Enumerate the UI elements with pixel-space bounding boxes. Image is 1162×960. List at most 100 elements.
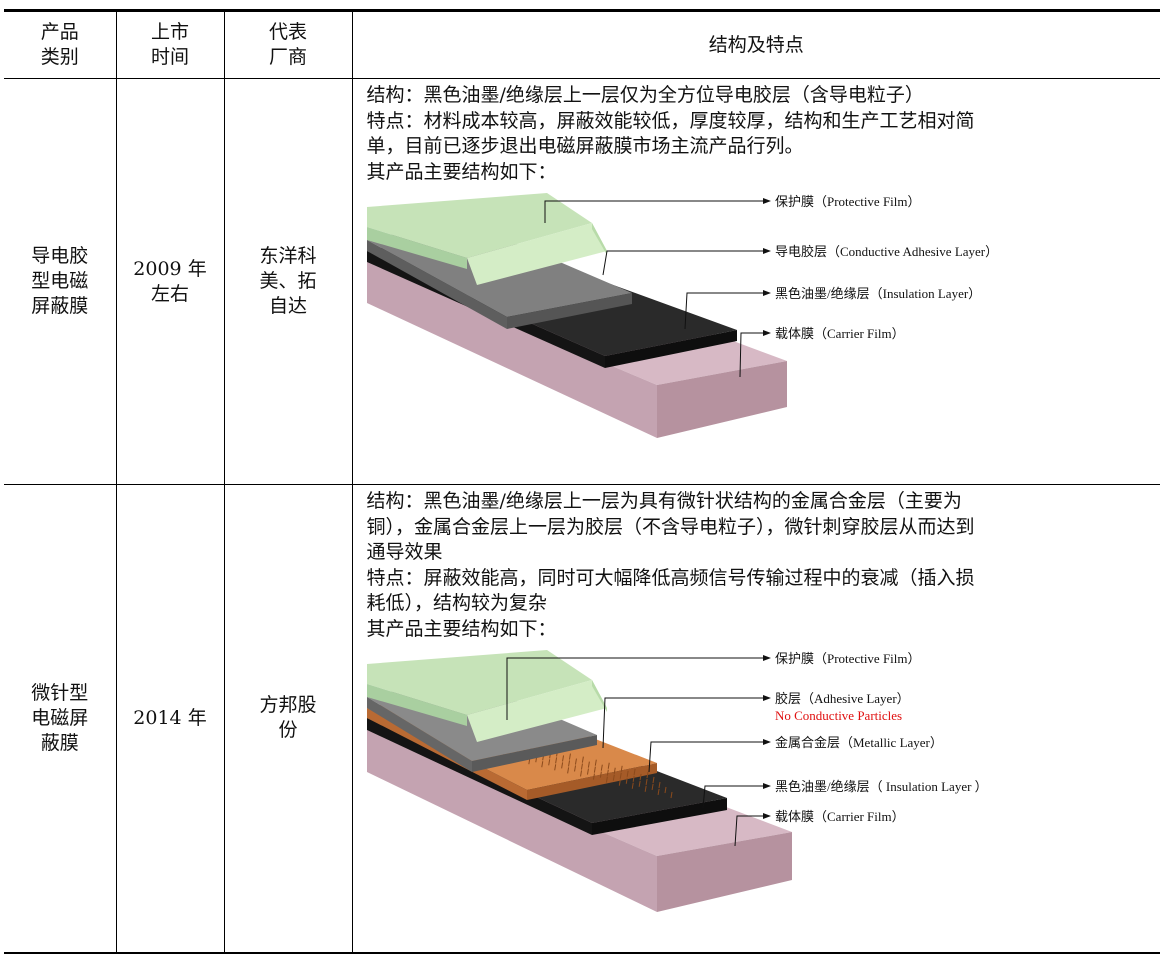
structure-text: 通导效果 (366, 541, 443, 563)
microneedle (599, 771, 602, 778)
vendor-cell: 东洋科 美、拓 自达 (224, 78, 353, 485)
conductive-layer-front (366, 240, 507, 329)
feature-text: 特点：材料成本较高，屏蔽效能较低，厚度较厚，结构和生产工艺相对简 (366, 109, 975, 132)
carrier-layer-side (656, 832, 792, 912)
microneedle (626, 770, 629, 777)
layer-diagram-svg: 保护膜（Protective Film） 胶层（Adhesive Layer） … (366, 650, 988, 912)
carrier-layer-front (366, 730, 657, 912)
protective-layer-curl (466, 680, 607, 742)
insulation-layer-side (591, 798, 727, 835)
microneedle (631, 782, 634, 789)
microneedle (612, 774, 615, 781)
microneedle (625, 777, 628, 784)
structure-cell: 结构：黑色油墨/绝缘层上一层仅为全方位导电胶层（含导电粒子） 特点：材料成本较高… (352, 78, 1160, 485)
microneedle (568, 753, 571, 760)
microneedle (593, 766, 596, 773)
microneedle (560, 762, 563, 769)
microneedle (573, 765, 576, 772)
label-insulation: 黑色油墨/绝缘层（Insulation Layer） (775, 286, 981, 301)
microneedle (580, 763, 583, 770)
microneedle (620, 765, 623, 772)
microneedle (664, 786, 666, 794)
microneedle (586, 768, 589, 775)
microneedle (644, 785, 647, 792)
launch-cell: 2009 年左右 (116, 78, 225, 485)
microneedle (632, 775, 635, 782)
feature-text: 耗低），结构较为复杂 (366, 592, 548, 614)
protective-layer-front (366, 227, 467, 269)
insulation-layer-side (604, 330, 737, 368)
table-row: 导电胶 型电磁 屏蔽膜 2009 年左右 东洋科 美、拓 自达 结构：黑色油墨/绝缘层上… (4, 78, 1160, 485)
structure-text: 铜），金属合金层上一层为胶层（不含导电粒子），微针刺穿胶层从而达到 (366, 515, 975, 538)
protective-layer-curl (466, 223, 607, 285)
microneedle (554, 757, 557, 764)
vendor-cell: 方邦股份 (224, 484, 353, 953)
leader-line (544, 200, 767, 223)
label-metallic: 金属合金层（Metallic Layer） (775, 735, 943, 750)
microneedle (567, 760, 570, 767)
microneedle (633, 768, 636, 776)
category-cell: 微针型 电磁屏 蔽膜 (4, 484, 117, 953)
microneedle (639, 773, 642, 781)
insulation-layer-front (366, 718, 592, 835)
conductive-layer-side (506, 293, 632, 329)
microneedle (670, 791, 672, 799)
figure-intro: 其产品主要结构如下： (366, 617, 557, 640)
product-table: 产品 类别 上市 时间 代表 厂商 结构及特点 导电胶 型电磁 屏蔽膜 2009 年左右 … (4, 9, 1160, 954)
structure-cell: 结构：黑色油墨/绝缘层上一层为具有微针状结构的金属合金层（主要为 铜），金属合金… (352, 485, 1160, 953)
header-row: 产品 类别 上市 时间 代表 厂商 结构及特点 (4, 10, 1160, 79)
leader-line (734, 815, 767, 847)
microneedle (605, 776, 608, 783)
microneedle (657, 788, 660, 796)
label-carrier: 载体膜（Carrier Film） (775, 326, 905, 341)
layer-diagram-conductive: 保护膜（Protective Film） 导电胶层（Conductive Adh… (366, 193, 1149, 459)
microneedle (594, 759, 597, 766)
leader-line (684, 292, 767, 330)
leader-line (739, 332, 767, 378)
microneedle (574, 758, 577, 765)
microneedle (607, 762, 610, 769)
metallic-layer-side (526, 763, 657, 800)
adhesive-layer-side (471, 735, 597, 772)
protective-layer-curl-edge (591, 680, 607, 712)
launch-cell: 2014 年 (116, 484, 225, 953)
microneedle (652, 776, 654, 784)
layer-diagram-microneedle: 保护膜（Protective Film） 胶层（Adhesive Layer） … (366, 650, 1149, 938)
header-structure: 结构及特点 (352, 10, 1160, 79)
microneedle (638, 780, 641, 787)
microneedle (619, 772, 622, 779)
leader-line (602, 250, 767, 276)
carrier-layer-front (366, 262, 657, 438)
label-carrier: 载体膜（Carrier Film） (775, 809, 905, 824)
label-protective: 保护膜（Protective Film） (775, 651, 921, 666)
adhesive-layer-front (366, 697, 472, 772)
feature-text: 单，目前已逐步退出电磁屏蔽膜市场主流产品行列。 (366, 135, 804, 157)
microneedle (646, 771, 648, 779)
microneedle (561, 755, 564, 762)
label-adhesive: 胶层（Adhesive Layer） (775, 691, 910, 706)
microneedle (579, 770, 582, 777)
protective-layer-top (366, 193, 592, 258)
category-cell: 导电胶 型电磁 屏蔽膜 (4, 78, 117, 485)
protective-layer-top (366, 650, 592, 715)
protective-layer-front (366, 684, 467, 726)
leader-line (702, 785, 767, 809)
microneedle (581, 756, 584, 763)
microneedle (613, 767, 616, 774)
microneedle (651, 783, 654, 791)
label-protective: 保护膜（Protective Film） (775, 194, 921, 209)
figure-intro: 其产品主要结构如下： (366, 160, 557, 183)
label-insulation: 黑色油墨/绝缘层（ Insulation Layer ） (775, 779, 988, 794)
header-launch: 上市 时间 (116, 10, 225, 79)
layer-diagram-svg: 保护膜（Protective Film） 导电胶层（Conductive Adh… (366, 193, 998, 438)
microneedle (606, 769, 609, 776)
header-vendor: 代表 厂商 (224, 10, 353, 79)
microneedle (658, 781, 660, 789)
carrier-layer-side (656, 361, 787, 438)
microneedle (553, 764, 556, 771)
microneedle (592, 773, 595, 780)
microneedle (547, 759, 550, 766)
leader-line (648, 741, 767, 773)
label-conductive-adhesive: 导电胶层（Conductive Adhesive Layer） (775, 244, 998, 259)
leader-line (602, 697, 767, 749)
